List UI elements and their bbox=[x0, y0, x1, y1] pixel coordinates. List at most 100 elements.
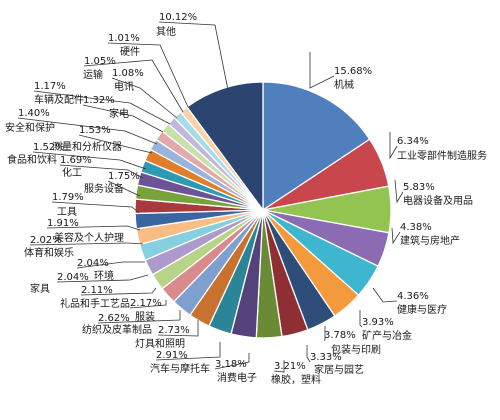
leader-line-23 bbox=[78, 134, 153, 154]
slice-name-label-25: 家电 bbox=[109, 107, 129, 120]
slice-value-label-16: 2.04% bbox=[77, 258, 109, 269]
leader-line-2 bbox=[394, 179, 404, 204]
slice-name-label-21: 化工 bbox=[62, 166, 82, 179]
slice-value-label-24: 1.40% bbox=[18, 108, 50, 119]
slice-name-label-17: 体育和娱乐 bbox=[24, 246, 74, 259]
pie-slice-0 bbox=[262, 81, 371, 212]
leader-line-9 bbox=[214, 353, 250, 370]
slice-value-label-15: 2.04% bbox=[57, 272, 89, 283]
slice-name-label-7: 家居与园艺 bbox=[314, 363, 364, 376]
pie-slice-30 bbox=[186, 81, 264, 212]
slice-value-label-2: 5.83% bbox=[403, 182, 435, 193]
slice-value-label-12: 2.62% bbox=[98, 313, 130, 324]
leader-line-28 bbox=[83, 59, 184, 113]
slice-value-label-6: 3.78% bbox=[324, 330, 356, 341]
slice-name-label-28: 运输 bbox=[83, 68, 103, 81]
slice-name-label-13: 服装 bbox=[135, 310, 155, 323]
slice-name-label-9: 消费电子 bbox=[217, 371, 257, 384]
slice-name-label-27: 电讯 bbox=[114, 80, 134, 93]
slice-value-label-9: 3.18% bbox=[215, 359, 247, 370]
slice-value-label-11: 2.73% bbox=[158, 325, 190, 336]
slice-value-label-13: 2.17% bbox=[130, 298, 162, 309]
slice-value-label-5: 3.93% bbox=[362, 317, 394, 328]
leader-line-3 bbox=[391, 227, 401, 245]
leader-line-10 bbox=[155, 342, 221, 361]
leader-line-5 bbox=[359, 310, 363, 328]
slice-name-label-22: 食品和饮料 bbox=[7, 153, 57, 166]
slice-name-label-8: 橡胶，塑料 bbox=[271, 373, 321, 386]
leader-line-22 bbox=[32, 151, 147, 170]
leader-line-12 bbox=[97, 310, 181, 324]
slice-name-label-30: 其他 bbox=[156, 25, 176, 38]
slice-name-label-12: 纺织及皮革制品 bbox=[82, 323, 152, 336]
leader-line-25 bbox=[82, 104, 164, 133]
slice-name-label-11: 灯具和照明 bbox=[135, 338, 185, 350]
leader-line-21 bbox=[59, 164, 144, 179]
slice-name-label-19: 工具 bbox=[57, 206, 77, 218]
slice-labels: 15.68%机械 6.34% 工业零部件制造服务 5.83%电器设备及用品 4.38%建… bbox=[5, 12, 487, 386]
slice-name-label-5: 矿产与冶金 bbox=[362, 329, 412, 342]
leader-lines bbox=[17, 21, 404, 373]
leader-line-1 bbox=[389, 132, 398, 160]
leader-line-7 bbox=[306, 345, 311, 363]
slice-name-label-6: 包装与印刷 bbox=[331, 343, 381, 356]
leader-line-19 bbox=[51, 201, 140, 214]
leader-line-6 bbox=[324, 326, 326, 341]
slice-value-label-21: 1.69% bbox=[60, 155, 92, 166]
leader-line-20 bbox=[107, 180, 141, 197]
slice-name-label-16: 环境 bbox=[94, 269, 114, 282]
slice-value-label-4: 4.36% bbox=[397, 291, 429, 302]
slice-value-label-30: 10.12% bbox=[159, 12, 197, 23]
leader-line-15 bbox=[56, 274, 149, 283]
slice-value-label-10: 2.91% bbox=[156, 350, 188, 361]
slice-value-label-20: 1.75% bbox=[108, 171, 140, 182]
leader-line-29 bbox=[107, 42, 189, 108]
slice-name-label-0: 机械 bbox=[334, 78, 354, 91]
leader-line-13 bbox=[129, 300, 167, 309]
slice-name-label-24: 安全和保护 bbox=[5, 121, 55, 134]
slice-value-label-14: 2.11% bbox=[81, 285, 113, 296]
slice-value-label-25: 1.32% bbox=[83, 95, 115, 106]
slice-name-label-29: 硬件 bbox=[120, 46, 140, 58]
slice-name-label-4: 健康与医疗 bbox=[397, 303, 447, 316]
slice-name-label-18: 美容及个人护理 bbox=[54, 231, 124, 244]
leader-line-0 bbox=[309, 52, 335, 89]
slice-name-label-15: 家具 bbox=[30, 282, 50, 295]
slice-value-label-18: 1.91% bbox=[47, 218, 79, 229]
leader-line-26 bbox=[33, 90, 171, 125]
slice-name-label-1: 工业零部件制造服务 bbox=[397, 149, 487, 162]
leader-line-27 bbox=[111, 77, 178, 119]
leader-line-30 bbox=[158, 21, 229, 91]
slice-value-label-1: 6.34% bbox=[397, 136, 429, 147]
slice-name-label-10: 汽车与摩托车 bbox=[150, 362, 210, 375]
slice-value-label-17: 2.02% bbox=[30, 235, 62, 246]
leader-line-8 bbox=[273, 360, 285, 373]
slice-value-label-7: 3.33% bbox=[310, 352, 342, 363]
leader-line-24 bbox=[17, 117, 158, 145]
slice-name-label-3: 建筑与房地产 bbox=[400, 234, 460, 247]
slice-value-label-29: 1.01% bbox=[108, 33, 140, 44]
slice-name-label-14: 礼品和手工艺品 bbox=[60, 297, 130, 310]
slice-value-label-3: 4.38% bbox=[400, 222, 432, 233]
leader-line-11 bbox=[157, 320, 199, 337]
slice-value-label-26: 1.17% bbox=[34, 81, 66, 92]
slice-value-label-8: 3.21% bbox=[274, 361, 306, 372]
slice-value-label-23: 1.53% bbox=[79, 125, 111, 136]
slice-value-label-28: 1.05% bbox=[84, 56, 116, 67]
leader-line-17 bbox=[29, 242, 144, 246]
slice-value-label-27: 1.08% bbox=[112, 68, 144, 79]
slice-value-label-0: 15.68% bbox=[334, 66, 372, 77]
slice-name-label-23: 测量和分析仪器 bbox=[52, 140, 122, 153]
slice-value-label-19: 1.79% bbox=[52, 192, 84, 203]
slice-name-label-2: 电器设备及用品 bbox=[403, 194, 473, 207]
slice-name-label-20: 服务设备 bbox=[84, 182, 124, 195]
leader-line-4 bbox=[372, 287, 398, 303]
pie-slices bbox=[134, 81, 392, 339]
leader-line-18 bbox=[46, 225, 141, 231]
leader-line-16 bbox=[76, 261, 145, 269]
slice-value-label-22: 1.52% bbox=[33, 142, 65, 153]
slice-name-label-26: 车辆及配件 bbox=[34, 93, 84, 106]
leader-line-14 bbox=[80, 287, 157, 296]
